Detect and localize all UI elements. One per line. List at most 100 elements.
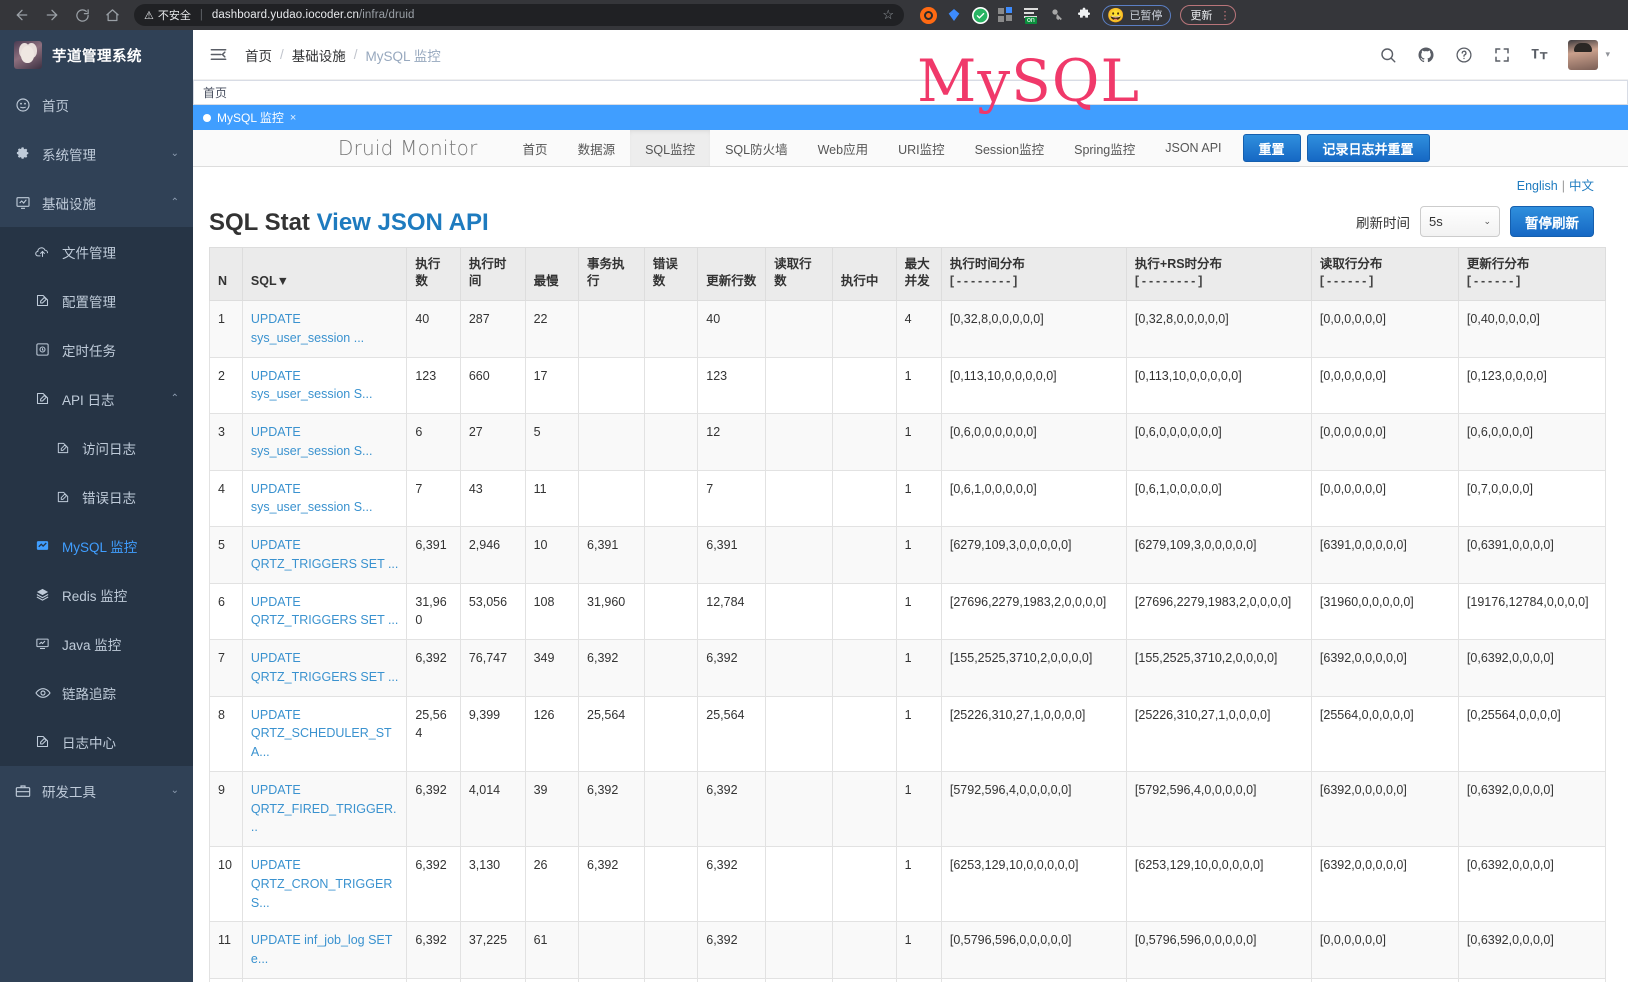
cell-sql[interactable]: SELECT TRIGGER_STATE xyxy=(241,977,408,982)
sql-link[interactable]: UPDATE QRTZ_TRIGGERS SET ... xyxy=(250,538,399,571)
fullscreen-icon[interactable] xyxy=(1492,45,1511,64)
kebab-menu-icon[interactable]: ⋮ xyxy=(1219,9,1231,22)
sql-link[interactable]: UPDATE QRTZ_TRIGGERS SET ... xyxy=(250,594,399,628)
extension-grid-icon[interactable] xyxy=(998,6,1015,24)
col-header-tx-exec[interactable]: 事务执行 xyxy=(578,247,645,301)
forward-arrow-icon[interactable] xyxy=(38,1,66,29)
druid-link-home[interactable]: 首页 xyxy=(522,142,548,157)
col-header-exec-time-dist[interactable]: 执行时间分布 [ - - - - - - - - ] xyxy=(940,247,1127,301)
sql-link[interactable]: UPDATE sys_user_session S... xyxy=(250,481,373,515)
sidebar-item-access-log[interactable]: 访问日志 xyxy=(0,423,193,472)
cell-sql[interactable]: UPDATE sys_user_session S... xyxy=(241,469,408,527)
cell-update-row-dist: [19176,12784,0,0,0,0] xyxy=(1457,582,1607,640)
font-size-icon[interactable] xyxy=(1530,45,1549,64)
cell-sql[interactable]: UPDATE QRTZ_FIRED_TRIGGER... xyxy=(241,770,408,848)
log-and-reset-button[interactable]: 记录日志并重置 xyxy=(1306,134,1430,162)
col-header-exec-count[interactable]: 执行数 xyxy=(406,247,461,301)
sidebar-item-config-manage[interactable]: 配置管理 xyxy=(0,276,193,325)
sidebar-item-error-log[interactable]: 错误日志 xyxy=(0,472,193,521)
view-json-api-link[interactable]: View JSON API xyxy=(316,209,489,236)
cell-sql[interactable]: UPDATE QRTZ_TRIGGERS SET ... xyxy=(241,582,408,640)
lang-english-link[interactable]: English xyxy=(1516,179,1558,193)
sql-link[interactable]: UPDATE sys_user_session ... xyxy=(250,312,365,345)
refresh-interval-select[interactable]: 5s ⌄ xyxy=(1420,206,1500,237)
col-header-n[interactable]: N xyxy=(209,247,243,301)
col-header-exec-rs-dist[interactable]: 执行+RS时分布 [ - - - - - - - - ] xyxy=(1125,247,1312,301)
home-icon[interactable] xyxy=(98,1,126,29)
hamburger-icon[interactable] xyxy=(207,44,229,66)
extension-list-on-icon[interactable]: on xyxy=(1024,7,1041,24)
profile-paused-badge[interactable]: 😀 已暂停 xyxy=(1102,4,1172,26)
druid-link-sql-firewall[interactable]: SQL防火墙 xyxy=(725,142,788,157)
sql-link[interactable]: UPDATE sys_user_session S... xyxy=(250,425,373,458)
col-header-exec-time[interactable]: 执行时间 xyxy=(459,247,526,301)
sidebar-item-system[interactable]: 系统管理 ⌄ xyxy=(0,129,193,178)
extension-key-icon[interactable] xyxy=(1050,7,1067,24)
tag-home[interactable]: 首页 xyxy=(193,80,1628,105)
druid-link-json-api[interactable]: JSON API xyxy=(1165,141,1222,155)
help-icon[interactable] xyxy=(1454,45,1473,64)
druid-link-spring-monitor[interactable]: Spring监控 xyxy=(1074,142,1136,157)
col-header-update-rows[interactable]: 更新行数 xyxy=(697,247,767,301)
tag-mysql-monitor[interactable]: MySQL 监控 × xyxy=(193,105,1628,130)
sql-link[interactable]: UPDATE QRTZ_FIRED_TRIGGER... xyxy=(250,782,397,835)
cell-sql[interactable]: UPDATE inf_job_log SET e... xyxy=(241,921,408,979)
sidebar-item-file-manage[interactable]: 文件管理 xyxy=(0,227,193,276)
sql-link[interactable]: UPDATE inf_job_log SET e... xyxy=(250,933,393,966)
cell-sql[interactable]: UPDATE QRTZ_CRON_TRIGGERS... xyxy=(241,845,408,923)
sidebar-item-home[interactable]: 首页 xyxy=(0,80,193,129)
github-icon[interactable] xyxy=(1416,45,1435,64)
col-header-running[interactable]: 执行中 xyxy=(831,247,897,301)
sidebar-item-trace[interactable]: 链路追踪 xyxy=(0,668,193,717)
druid-link-sql-monitor[interactable]: SQL监控 xyxy=(630,130,711,166)
cell-sql[interactable]: UPDATE sys_user_session S... xyxy=(241,413,408,471)
close-icon[interactable]: × xyxy=(289,111,297,124)
extension-orange-icon[interactable] xyxy=(920,6,937,24)
cell-sql[interactable]: UPDATE QRTZ_TRIGGERS SET ... xyxy=(241,639,408,697)
sidebar-item-log-center[interactable]: 日志中心 xyxy=(0,717,193,766)
back-arrow-icon[interactable] xyxy=(8,1,36,29)
star-icon[interactable]: ☆ xyxy=(882,7,894,22)
col-header-read-row-dist[interactable]: 读取行分布 [ - - - - - - ] xyxy=(1310,247,1459,301)
address-bar[interactable]: ⚠ 不安全 | dashboard.yudao.iocoder.cn/infra… xyxy=(134,4,904,26)
reset-button[interactable]: 重置 xyxy=(1242,134,1301,162)
sidebar-item-api-log[interactable]: API 日志 ⌃ xyxy=(0,374,193,423)
sidebar-item-java-monitor[interactable]: Java 监控 xyxy=(0,619,193,668)
col-header-read-rows[interactable]: 读取行数 xyxy=(765,247,833,301)
sidebar-item-dev-tools[interactable]: 研发工具 ⌄ xyxy=(0,766,193,815)
druid-link-datasource[interactable]: 数据源 xyxy=(577,142,616,157)
sidebar-item-redis-monitor[interactable]: Redis 监控 xyxy=(0,570,193,619)
druid-link-webapp[interactable]: Web应用 xyxy=(817,142,869,157)
cell-sql[interactable]: UPDATE QRTZ_SCHEDULER_STA... xyxy=(241,695,408,772)
lang-chinese-link[interactable]: 中文 xyxy=(1568,179,1594,193)
sidebar-item-infra[interactable]: 基础设施 ⌃ xyxy=(0,178,193,227)
search-icon[interactable] xyxy=(1378,45,1397,64)
col-header-update-row-dist[interactable]: 更新行分布 [ - - - - - - ] xyxy=(1457,247,1607,301)
col-header-sql[interactable]: SQL▼ xyxy=(241,247,408,301)
druid-link-session-monitor[interactable]: Session监控 xyxy=(974,142,1045,157)
breadcrumb-item-infra[interactable]: 基础设施 xyxy=(291,48,346,64)
brand[interactable]: 芋道管理系统 xyxy=(0,30,193,80)
breadcrumb-item-home[interactable]: 首页 xyxy=(245,48,272,64)
extension-diamond-icon[interactable] xyxy=(946,7,963,24)
col-header-error-count[interactable]: 错误数 xyxy=(643,247,699,301)
extension-check-icon[interactable] xyxy=(972,6,989,24)
cell-sql[interactable]: UPDATE sys_user_session S... xyxy=(241,356,408,414)
cell-sql[interactable]: UPDATE sys_user_session ... xyxy=(241,300,408,358)
sql-link[interactable]: UPDATE sys_user_session S... xyxy=(250,368,373,402)
col-header-max-concurrent[interactable]: 最大并发 xyxy=(895,247,942,301)
pause-refresh-button[interactable]: 暂停刷新 xyxy=(1510,206,1594,237)
cell-sql[interactable]: UPDATE QRTZ_TRIGGERS SET ... xyxy=(241,526,408,584)
chevron-down-icon[interactable]: ▾ xyxy=(1605,49,1610,59)
sidebar-item-cron-job[interactable]: 定时任务 xyxy=(0,325,193,374)
avatar[interactable] xyxy=(1568,39,1599,70)
extensions-puzzle-icon[interactable] xyxy=(1076,7,1093,24)
col-header-slowest[interactable]: 最慢 xyxy=(524,247,580,301)
sql-link[interactable]: UPDATE QRTZ_TRIGGERS SET ... xyxy=(250,651,399,684)
druid-link-uri-monitor[interactable]: URI监控 xyxy=(898,142,945,157)
sql-link[interactable]: UPDATE QRTZ_SCHEDULER_STA... xyxy=(250,707,392,760)
reload-icon[interactable] xyxy=(68,1,96,29)
sidebar-item-mysql-monitor[interactable]: MySQL 监控 xyxy=(0,521,193,570)
sql-link[interactable]: UPDATE QRTZ_CRON_TRIGGERS... xyxy=(250,858,393,910)
update-button[interactable]: 更新 ⋮ xyxy=(1180,5,1237,25)
